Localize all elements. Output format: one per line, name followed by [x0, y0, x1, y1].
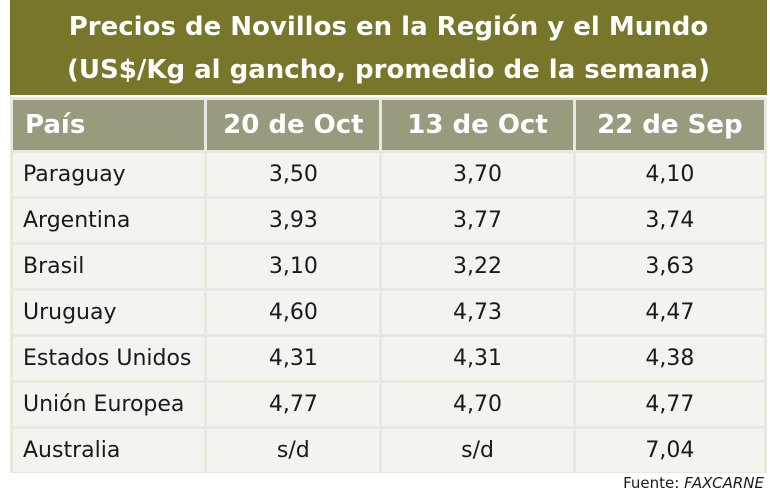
country-cell: Paraguay	[13, 153, 205, 196]
price-cell: 3,77	[382, 199, 573, 242]
column-header-date: 22 de Sep	[575, 100, 764, 150]
country-cell: Unión Europea	[13, 383, 205, 426]
chart-title: Precios de Novillos en la Región y el Mu…	[68, 12, 709, 42]
country-cell: Australia	[13, 429, 205, 472]
country-cell: Argentina	[13, 199, 205, 242]
source-name: FAXCARNE	[684, 474, 764, 492]
price-cell: s/d	[207, 429, 380, 472]
column-header-date: 20 de Oct	[207, 100, 380, 150]
table-row: Brasil 3,10 3,22 3,63	[13, 245, 764, 288]
price-cell: 3,50	[207, 153, 380, 196]
table-row: Estados Unidos 4,31 4,31 4,38	[13, 337, 764, 380]
source-note: Fuente: FAXCARNE	[623, 474, 764, 492]
source-label: Fuente:	[623, 474, 680, 492]
price-cell: 3,70	[382, 153, 573, 196]
header-row: País 20 de Oct 13 de Oct 22 de Sep	[13, 100, 764, 150]
price-cell: 4,10	[575, 153, 764, 196]
price-cell: 4,77	[575, 383, 764, 426]
chart-subtitle: (US$/Kg al gancho, promedio de la semana…	[67, 55, 710, 85]
price-cell: 4,47	[575, 291, 764, 334]
price-cell: 4,70	[382, 383, 573, 426]
price-cell: 3,10	[207, 245, 380, 288]
price-cell: 3,63	[575, 245, 764, 288]
price-cell: 3,22	[382, 245, 573, 288]
table-row: Australia s/d s/d 7,04	[13, 429, 764, 472]
table-row: Unión Europea 4,77 4,70 4,77	[13, 383, 764, 426]
price-cell: s/d	[382, 429, 573, 472]
price-cell: 4,77	[207, 383, 380, 426]
price-cell: 4,31	[382, 337, 573, 380]
price-cell: 4,31	[207, 337, 380, 380]
price-cell: 4,60	[207, 291, 380, 334]
title-banner: Precios de Novillos en la Región y el Mu…	[10, 0, 767, 95]
price-table: País 20 de Oct 13 de Oct 22 de Sep Parag…	[10, 97, 767, 475]
table-row: Paraguay 3,50 3,70 4,10	[13, 153, 764, 196]
country-cell: Brasil	[13, 245, 205, 288]
table-row: Uruguay 4,60 4,73 4,47	[13, 291, 764, 334]
price-cell: 4,38	[575, 337, 764, 380]
column-header-country: País	[13, 100, 205, 150]
price-cell: 4,73	[382, 291, 573, 334]
table-row: Argentina 3,93 3,77 3,74	[13, 199, 764, 242]
country-cell: Uruguay	[13, 291, 205, 334]
column-header-date: 13 de Oct	[382, 100, 573, 150]
country-cell: Estados Unidos	[13, 337, 205, 380]
price-cell: 3,93	[207, 199, 380, 242]
price-cell: 7,04	[575, 429, 764, 472]
price-cell: 3,74	[575, 199, 764, 242]
